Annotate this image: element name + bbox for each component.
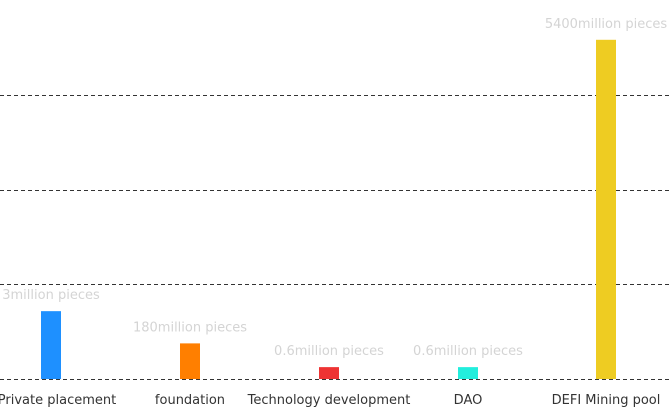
category-label: DEFI Mining pool	[552, 393, 661, 408]
value-label: 5400million pieces	[545, 17, 668, 32]
bar-0	[41, 311, 61, 379]
category-label: Technology development	[247, 393, 411, 408]
bars	[41, 39, 616, 380]
category-label: foundation	[155, 393, 225, 408]
gridlines	[0, 95, 670, 380]
value-label: 180million pieces	[133, 320, 247, 335]
bar-3	[458, 367, 478, 379]
value-label: 0.6million pieces	[274, 344, 384, 359]
category-label: DAO	[454, 393, 483, 408]
value-labels: 3million pieces 180million pieces 0.6milli…	[2, 17, 667, 359]
value-label: 3million pieces	[2, 288, 100, 303]
bar-1	[180, 343, 200, 379]
bar-2	[319, 367, 339, 379]
category-labels: Private placement foundation Technology de…	[0, 393, 660, 408]
bar-4	[596, 39, 616, 380]
value-label: 0.6million pieces	[413, 344, 523, 359]
category-label: Private placement	[0, 393, 116, 408]
